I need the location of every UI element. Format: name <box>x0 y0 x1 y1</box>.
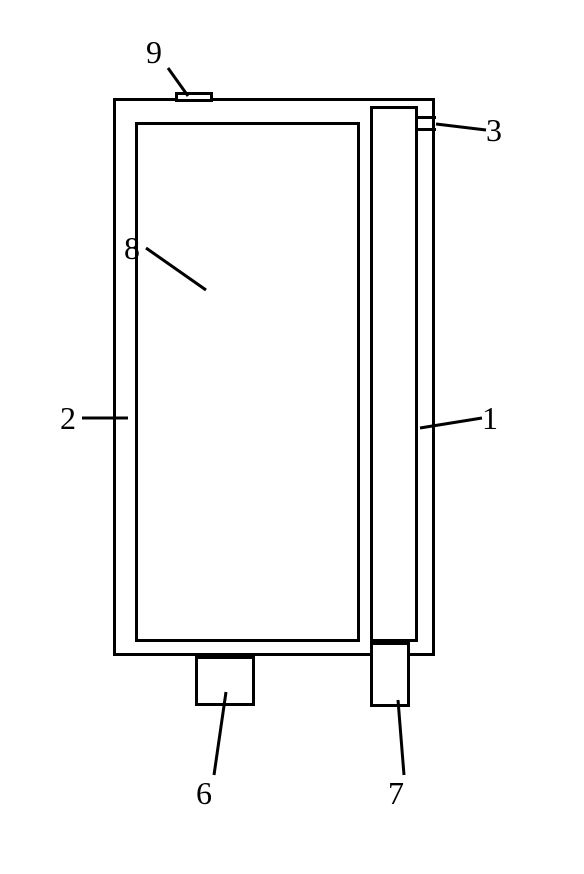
label-7: 7 <box>388 775 404 812</box>
label-2: 2 <box>60 400 76 437</box>
bottom-right-leg <box>370 642 410 707</box>
top-right-line-2 <box>418 128 436 131</box>
label-3: 3 <box>486 112 502 149</box>
label-9: 9 <box>146 34 162 71</box>
inner-left-chamber <box>135 122 360 642</box>
top-right-line-1 <box>418 116 436 119</box>
label-1: 1 <box>482 400 498 437</box>
technical-diagram: 1 2 3 6 7 8 9 <box>0 0 584 874</box>
top-notch <box>175 92 213 102</box>
right-bar <box>370 106 418 642</box>
bottom-left-leg <box>195 656 255 706</box>
label-8: 8 <box>124 230 140 267</box>
label-6: 6 <box>196 775 212 812</box>
